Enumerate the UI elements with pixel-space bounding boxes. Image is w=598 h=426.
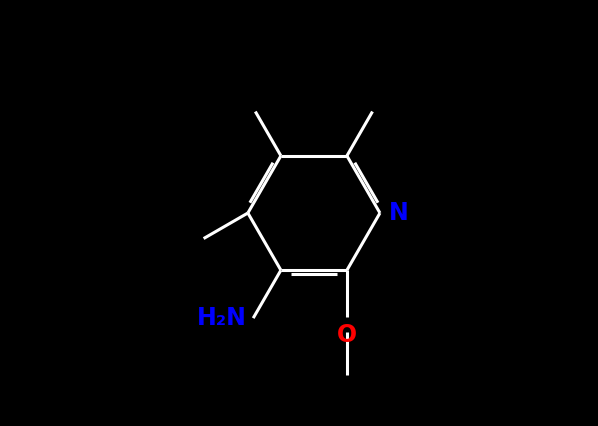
Text: H₂N: H₂N — [197, 306, 247, 330]
Text: O: O — [337, 323, 357, 348]
Text: N: N — [389, 201, 409, 225]
